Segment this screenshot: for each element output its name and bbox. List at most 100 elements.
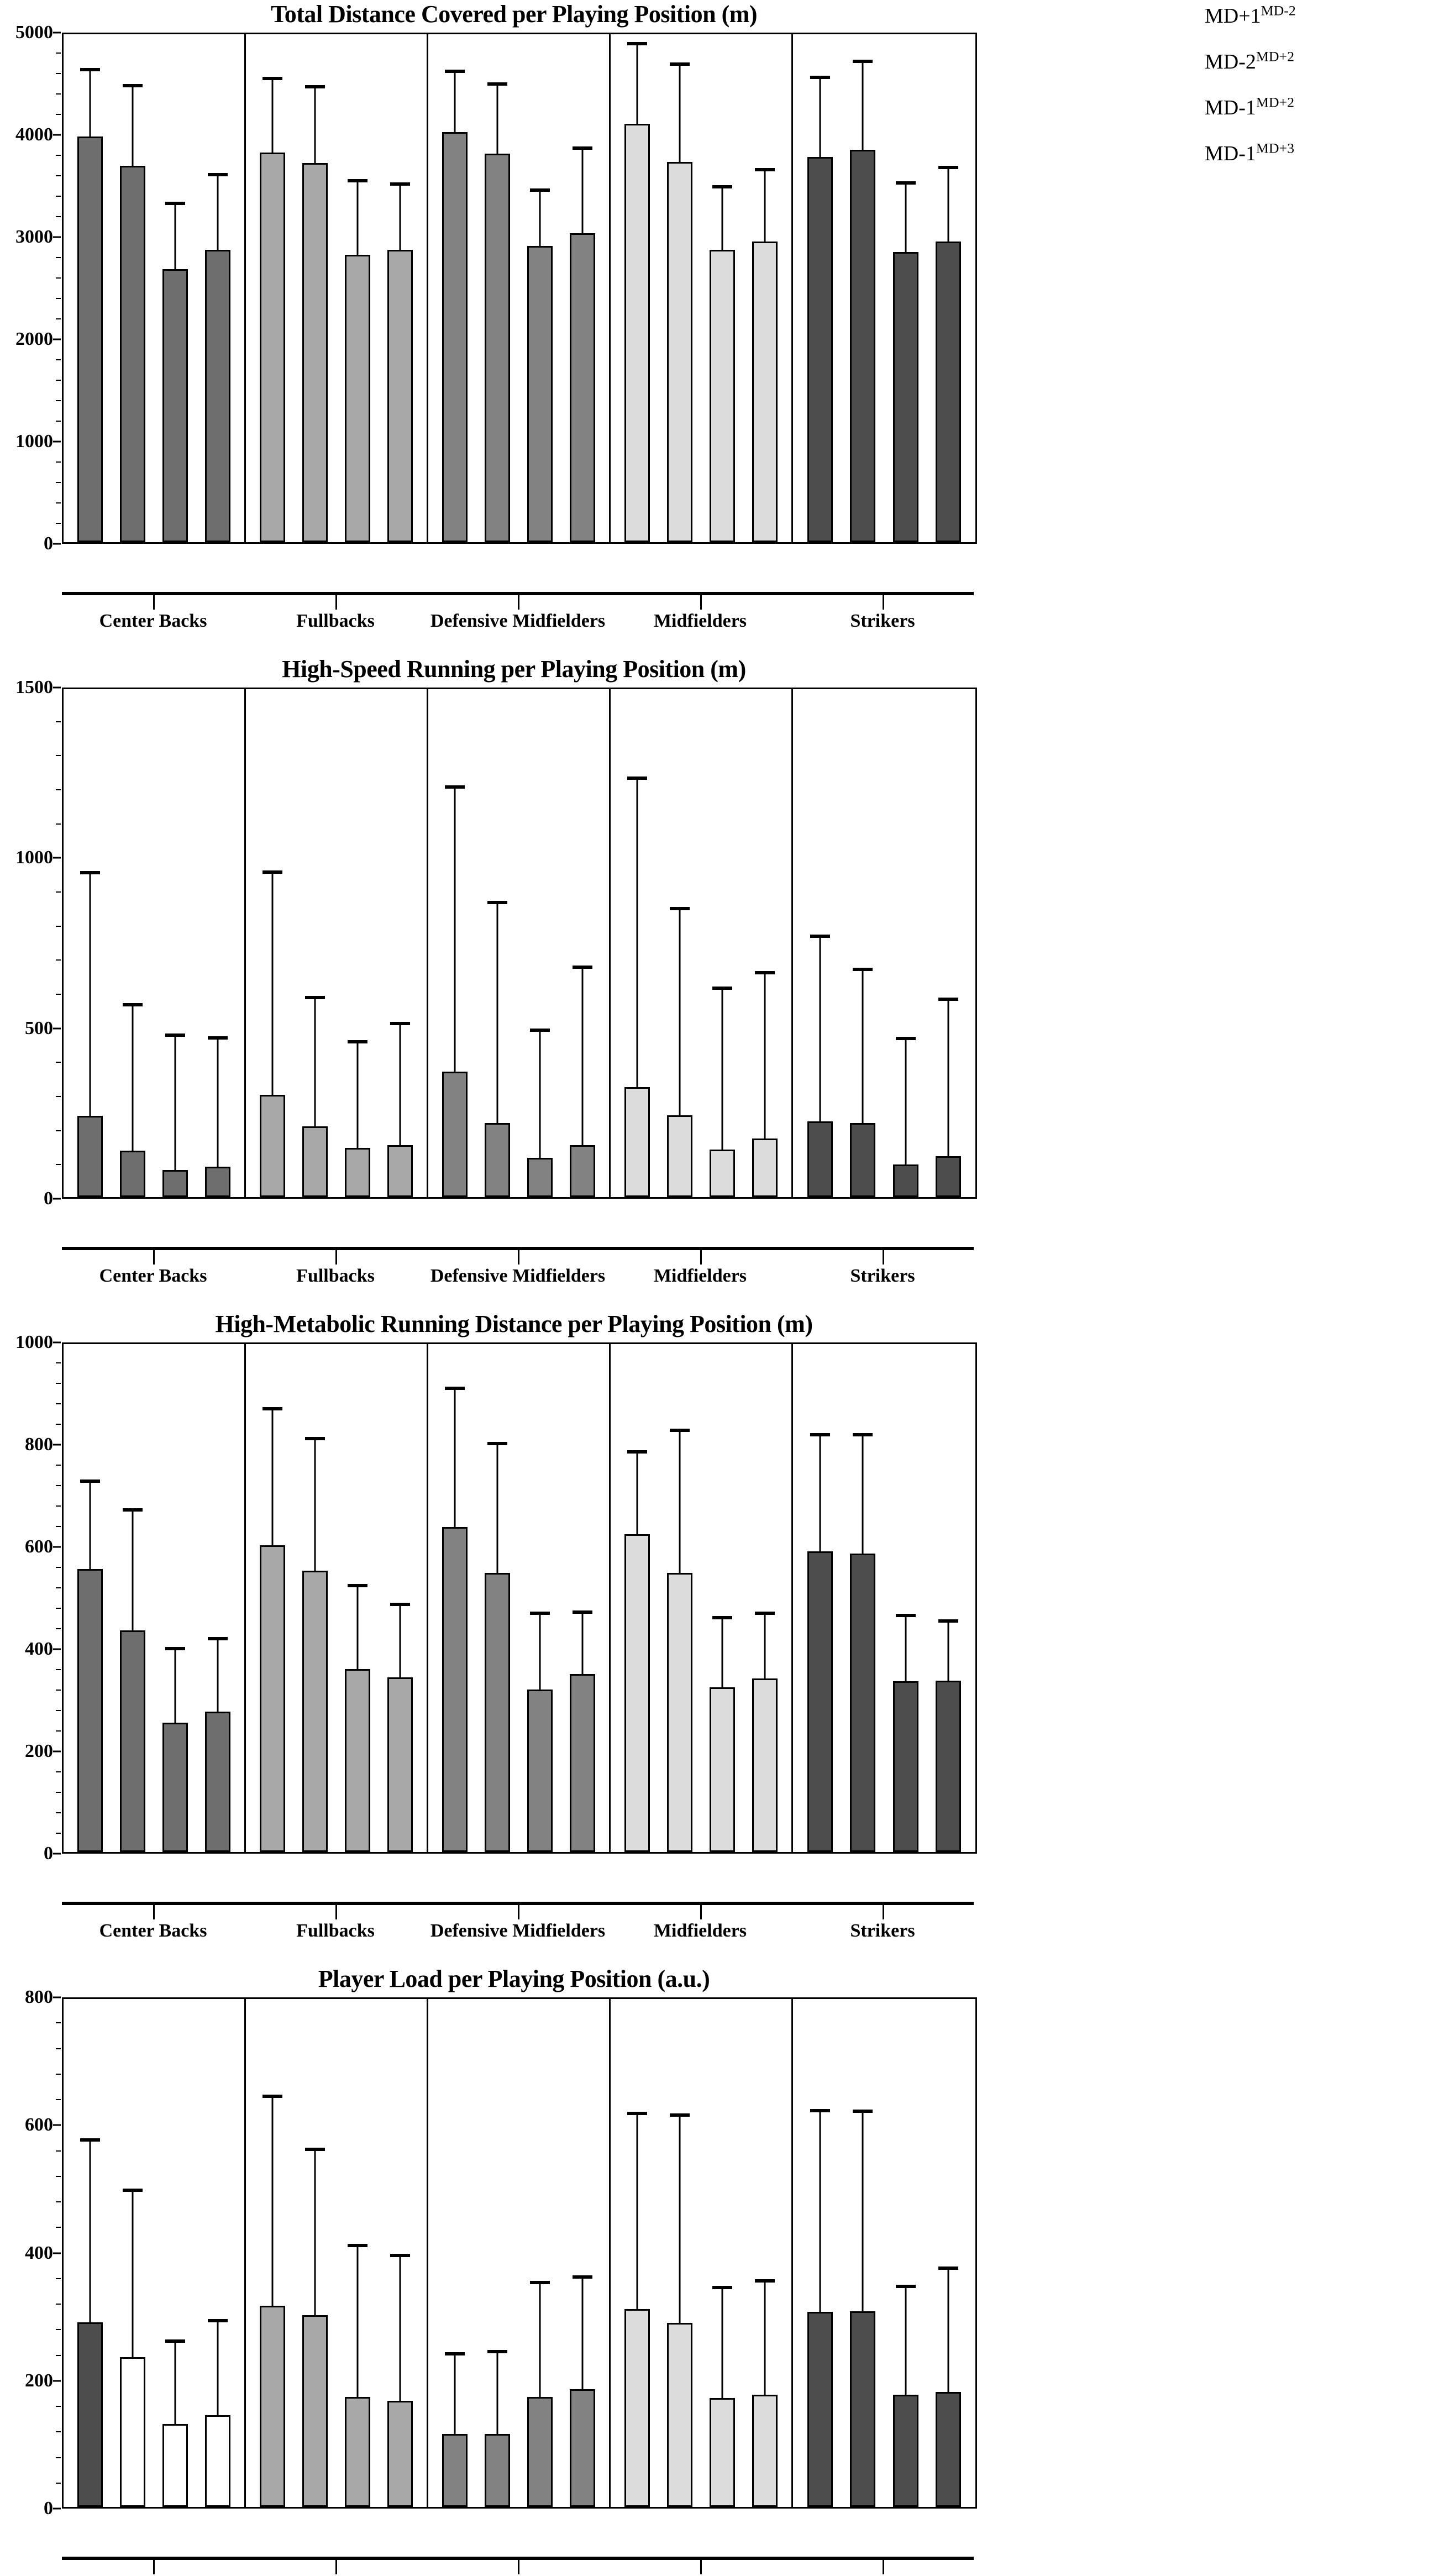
- bar: [485, 2434, 511, 2507]
- error-bar-cap: [627, 2112, 648, 2116]
- y-minor-tick: [56, 216, 61, 217]
- bar: [850, 1122, 876, 1197]
- y-minor-tick: [56, 1424, 61, 1425]
- x-tick-mark: [335, 1905, 337, 1919]
- y-minor-tick: [56, 1587, 61, 1588]
- error-bar-cap: [938, 998, 959, 1001]
- y-minor-tick: [56, 1505, 61, 1507]
- x-tick-mark: [883, 595, 884, 610]
- x-tick-label: Strikers: [850, 1921, 915, 1941]
- bar: [387, 1145, 413, 1197]
- error-bar-cap: [572, 1610, 592, 1614]
- error-bar-cap: [207, 1636, 228, 1640]
- legend-entry-superscript: MD+3: [1256, 140, 1294, 156]
- error-bar-line: [356, 2245, 359, 2399]
- bar: [204, 249, 230, 542]
- error-bar-cap: [810, 76, 830, 80]
- bar-slot: [624, 34, 650, 542]
- bar-slot: [77, 1344, 103, 1852]
- bar: [569, 233, 595, 542]
- x-axis-line: [62, 592, 974, 610]
- plot-area: 0 1000 2000 3000 4000 5000: [0, 22, 977, 554]
- x-tick-mark: [153, 1905, 155, 1919]
- error-bar-cap: [123, 1508, 143, 1512]
- bar: [527, 1158, 553, 1197]
- error-bar-line: [314, 998, 316, 1128]
- bar: [162, 2423, 188, 2507]
- error-bar-line: [454, 1388, 456, 1529]
- error-bar-cap: [347, 179, 367, 183]
- y-minor-tick: [56, 523, 61, 524]
- bar-slot: [752, 1999, 778, 2507]
- bar: [344, 1147, 370, 1197]
- y-tick-label: 500: [25, 1017, 53, 1038]
- bar-slot: [807, 34, 833, 542]
- error-bar-line: [539, 1030, 541, 1160]
- bar: [709, 1149, 735, 1197]
- bar-slot: [709, 34, 735, 542]
- position-panel-defensive-midfielders: [428, 1999, 611, 2507]
- y-tick-mark: [53, 1546, 61, 1548]
- bar-slot: [569, 1999, 595, 2507]
- bar: [624, 1087, 650, 1197]
- bar: [752, 2394, 778, 2507]
- y-tick-mark: [53, 440, 61, 443]
- bar: [752, 1678, 778, 1852]
- error-bar-line: [721, 187, 723, 251]
- x-tick-label: Midfielders: [653, 611, 747, 631]
- bar-slot: [709, 689, 735, 1197]
- x-tick-mark: [518, 595, 519, 610]
- bar: [850, 1553, 876, 1852]
- y-minor-tick: [56, 1526, 61, 1527]
- error-bar-cap: [810, 2108, 830, 2112]
- error-bar-cap: [712, 2285, 732, 2289]
- error-bar-line: [764, 2281, 766, 2396]
- error-bar-line: [399, 1604, 401, 1679]
- bar: [204, 2415, 230, 2507]
- y-tick-label: 3000: [15, 227, 53, 247]
- bar-slot: [485, 1344, 511, 1852]
- y-tick-label: 0: [44, 1188, 53, 1209]
- panel-group: [62, 1997, 977, 2509]
- y-minor-tick: [56, 400, 61, 401]
- y-minor-tick: [56, 461, 61, 463]
- position-panel-defensive-midfielders: [428, 1344, 611, 1852]
- bar: [807, 2312, 833, 2507]
- error-bar-line: [496, 2351, 498, 2436]
- error-bar-cap: [895, 1613, 916, 1617]
- y-minor-tick: [56, 1812, 61, 1813]
- error-bar-line: [581, 2277, 584, 2391]
- x-axis-labels: Center Backs Fullbacks Defensive Midfielde…: [62, 1266, 974, 1299]
- bar: [569, 1145, 595, 1197]
- chart-title: Total Distance Covered per Playing Posit…: [270, 1, 758, 28]
- error-bar-cap: [123, 84, 143, 88]
- legend-entry-0: MD+1MD-2: [1205, 3, 1437, 27]
- y-minor-tick: [56, 755, 61, 757]
- bar-slot: [204, 34, 230, 542]
- error-bar-cap: [627, 42, 648, 46]
- y-minor-tick: [56, 2354, 61, 2356]
- error-bar-cap: [627, 777, 648, 780]
- error-bar-cap: [754, 1612, 775, 1615]
- error-bar-cap: [390, 2254, 410, 2258]
- x-tick-label: Fullbacks: [296, 1921, 375, 1941]
- error-bar-line: [721, 2287, 723, 2400]
- bar: [387, 1677, 413, 1852]
- error-bar-cap: [487, 900, 508, 904]
- error-bar-line: [454, 787, 456, 1074]
- bar-slot: [624, 1344, 650, 1852]
- x-tick-mark: [700, 1250, 702, 1265]
- y-minor-tick: [56, 2304, 61, 2305]
- error-bar-cap: [390, 1602, 410, 1606]
- x-tick-label: Center Backs: [99, 1921, 207, 1941]
- error-bar-cap: [853, 2109, 873, 2113]
- bar: [387, 249, 413, 542]
- error-bar-line: [174, 2341, 176, 2426]
- bar-slot: [936, 34, 962, 542]
- y-minor-tick: [56, 2227, 61, 2228]
- error-bar-cap: [895, 1037, 916, 1041]
- error-bar-line: [496, 83, 498, 155]
- chart-title: High-Speed Running per Playing Position …: [282, 655, 746, 683]
- y-tick-mark: [53, 1996, 61, 1998]
- y-tick-label: 400: [25, 2242, 53, 2263]
